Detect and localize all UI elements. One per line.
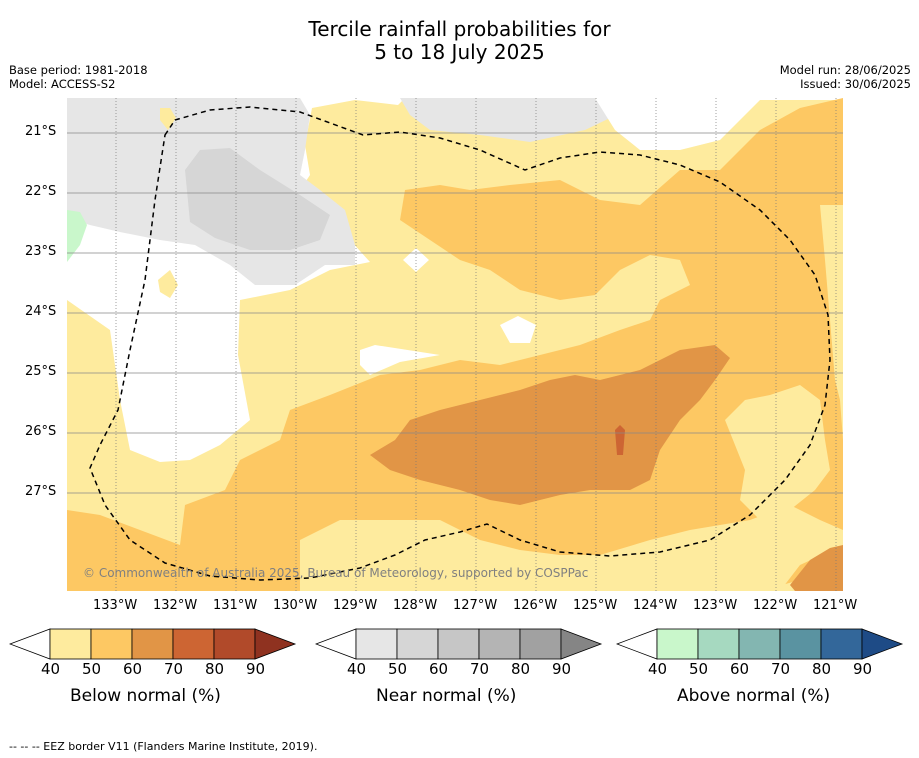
colorbar-bin	[213, 628, 256, 660]
issued-date: Issued: 30/06/2025	[800, 77, 911, 91]
colorbar-bin	[49, 628, 92, 660]
colorbar-bin	[131, 628, 174, 660]
colorbar-title: Near normal (%)	[376, 686, 517, 706]
longitude-label: 122°W	[753, 598, 798, 613]
colorbar-extend-high	[560, 628, 603, 660]
colorbar-tick-label: 90	[246, 660, 266, 678]
no-dominant-patch-2	[360, 345, 440, 375]
longitude-label: 123°W	[693, 598, 738, 613]
longitude-label: 132°W	[153, 598, 198, 613]
colorbar-tick-label: 80	[205, 660, 225, 678]
colorbar-tick-label: 50	[82, 660, 102, 678]
colorbar-bin	[779, 628, 822, 660]
colorbar-tick-label: 60	[429, 660, 449, 678]
longitude-label: 128°W	[393, 598, 438, 613]
above-40-50-region	[67, 210, 87, 262]
colorbar-tick-label: 50	[388, 660, 408, 678]
model-name: Model: ACCESS-S2	[9, 77, 116, 91]
model-run: Model run: 28/06/2025	[779, 63, 911, 77]
latitude-label: 21°S	[25, 124, 57, 139]
no-dominant-region-ne	[595, 98, 843, 150]
colorbar-bin	[519, 628, 562, 660]
chart-title: Tercile rainfall probabilities for 5 to …	[0, 18, 919, 64]
colorbar-bin	[820, 628, 863, 660]
latitude-label: 24°S	[25, 304, 57, 319]
gridlines	[67, 98, 843, 591]
colorbar-tick-label: 40	[41, 660, 61, 678]
colorbar	[315, 628, 603, 660]
below-60-70-region	[370, 345, 730, 505]
below-70-80-patch	[615, 425, 625, 455]
colorbar-tick-label: 50	[689, 660, 709, 678]
longitude-label: 130°W	[273, 598, 318, 613]
colorbar-tick-label: 70	[164, 660, 184, 678]
left-meta: Base period: 1981-2018 Model: ACCESS-S2	[9, 63, 148, 91]
colorbar-bin	[738, 628, 781, 660]
longitude-label: 126°W	[513, 598, 558, 613]
colorbar	[616, 628, 904, 660]
colorbar-tick-label: 80	[511, 660, 531, 678]
colorbar-tick-label: 40	[648, 660, 668, 678]
base-period: Base period: 1981-2018	[9, 63, 148, 77]
colorbar-extend-low	[315, 628, 357, 660]
colorbar-bin	[478, 628, 521, 660]
colorbar-title: Above normal (%)	[677, 686, 831, 706]
colorbar-extend-low	[616, 628, 658, 660]
colorbar-title: Below normal (%)	[70, 686, 221, 706]
colorbar-bin	[355, 628, 398, 660]
longitude-label: 127°W	[453, 598, 498, 613]
copyright-notice: © Commonwealth of Australia 2025, Bureau…	[83, 566, 589, 580]
colorbar-tick-label: 40	[347, 660, 367, 678]
near-50-60-region	[185, 148, 330, 250]
colorbar-tick-label: 90	[552, 660, 572, 678]
longitude-label: 124°W	[633, 598, 678, 613]
colorbar-tick-label: 70	[470, 660, 490, 678]
longitude-label: 121°W	[813, 598, 858, 613]
colorbar-tick-label: 90	[853, 660, 873, 678]
colorbar-bin	[90, 628, 133, 660]
colorbar-bin	[437, 628, 480, 660]
latitude-label: 27°S	[25, 484, 57, 499]
below-40-50-region-east	[725, 385, 830, 520]
latitude-label: 22°S	[25, 184, 57, 199]
longitude-label: 133°W	[93, 598, 138, 613]
colorbar-bin	[396, 628, 439, 660]
latitude-label: 25°S	[25, 364, 57, 379]
colorbar-tick-label: 60	[730, 660, 750, 678]
below-60-70-region-se	[790, 545, 843, 591]
longitude-label: 125°W	[573, 598, 618, 613]
title-line-2: 5 to 18 July 2025	[374, 40, 545, 64]
no-dominant-patch-3	[500, 316, 536, 343]
latitude-label: 26°S	[25, 424, 57, 439]
eez-border	[89, 106, 831, 581]
below-40-50-patch-west	[160, 108, 176, 130]
colorbar-bin	[697, 628, 740, 660]
colorbar-tick-label: 70	[771, 660, 791, 678]
longitude-label: 129°W	[333, 598, 378, 613]
colorbar-bin	[172, 628, 215, 660]
colorbar	[9, 628, 297, 660]
right-meta: Model run: 28/06/2025 Issued: 30/06/2025	[780, 63, 911, 91]
colorbar-extend-high	[861, 628, 904, 660]
eez-footnote: -- -- -- EEZ border V11 (Flanders Marine…	[9, 740, 318, 753]
below-40-50-patch-west-2	[158, 270, 178, 298]
title-line-1: Tercile rainfall probabilities for	[308, 17, 611, 41]
colorbar-bin	[656, 628, 699, 660]
near-40-50-region-north	[400, 98, 610, 142]
below-40-50-region-south	[300, 505, 843, 591]
longitude-label: 131°W	[213, 598, 258, 613]
colorbar-tick-label: 80	[812, 660, 832, 678]
map-fill-layer	[67, 98, 843, 591]
colorbar-extend-low	[9, 628, 51, 660]
colorbar-tick-label: 60	[123, 660, 143, 678]
latitude-label: 23°S	[25, 244, 57, 259]
colorbar-extend-high	[254, 628, 297, 660]
